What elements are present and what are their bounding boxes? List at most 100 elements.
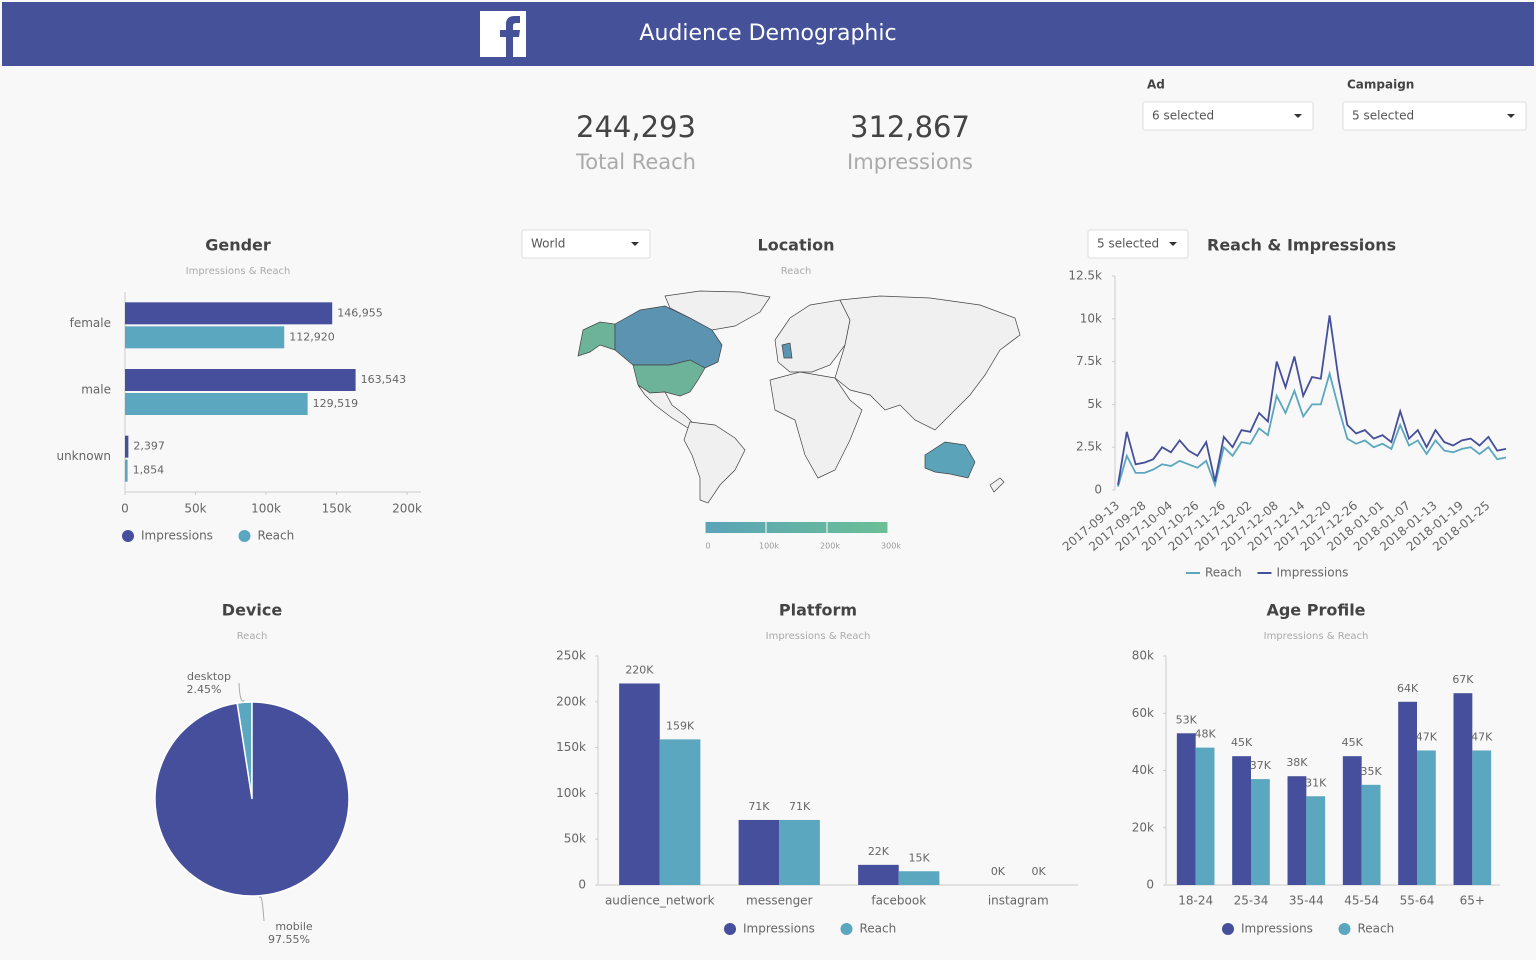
chart-title: Location [758, 236, 835, 255]
y-tick-label: 12.5k [1068, 269, 1102, 283]
color-scale [705, 522, 888, 533]
bar-value-label: 47K [1416, 730, 1438, 743]
y-tick-label: 50k [564, 832, 586, 846]
dropdown[interactable] [1142, 101, 1314, 131]
chart-subtitle: Reach [237, 631, 268, 642]
bar-value-label: 71K [748, 800, 770, 813]
bar [1176, 733, 1196, 885]
bar-value-label: 64K [1397, 682, 1419, 695]
africa[interactable] [769, 371, 863, 479]
legend-label: Impressions [743, 922, 815, 936]
bar [125, 393, 308, 415]
pie-slice [154, 701, 350, 897]
bar [1361, 784, 1381, 885]
legend-label: Reach [1205, 566, 1242, 580]
x-tick-label: 65+ [1460, 894, 1485, 908]
bar [1195, 747, 1215, 885]
bar [1342, 756, 1362, 885]
bar-value-label: 1,854 [133, 464, 165, 477]
x-tick-label: 50k [184, 502, 206, 516]
y-tick-label: 0 [578, 878, 586, 892]
dropdown-value: 6 selected [1152, 109, 1214, 123]
y-tick-label: 10k [1080, 311, 1102, 325]
dropdown[interactable] [521, 229, 651, 259]
y-tick-label: 40k [1132, 763, 1154, 777]
y-tick-label: 7.5k [1076, 354, 1102, 368]
bar-value-label: 67K [1452, 673, 1474, 686]
chart-title: Device [222, 601, 283, 620]
bar-value-label: 47K [1471, 730, 1493, 743]
chart-subtitle: Reach [781, 266, 812, 277]
y-tick-label: 60k [1132, 706, 1154, 720]
line-series [1117, 370, 1507, 489]
new-zealand[interactable] [989, 477, 1005, 493]
bar-value-label: 15K [908, 851, 930, 864]
x-tick-label: messenger [746, 894, 813, 908]
bar-value-label: 146,955 [337, 306, 383, 319]
color-scale-label: 200k [820, 542, 840, 551]
x-tick-label: 200k [392, 502, 422, 516]
chart-subtitle: Impressions & Reach [1264, 631, 1369, 642]
dropdown-caret [1294, 114, 1302, 118]
legend-swatch [238, 530, 251, 542]
dropdown-caret [1169, 242, 1177, 246]
y-tick-label: male [81, 383, 111, 397]
bar [779, 819, 820, 885]
bar [1417, 750, 1436, 885]
legend-swatch [840, 923, 853, 935]
y-tick-label: 150k [556, 740, 586, 754]
dropdown[interactable] [1342, 101, 1527, 131]
dropdown-value: 5 selected [1352, 109, 1414, 123]
header-title: Audience Demographic [639, 21, 896, 46]
x-tick-label: 18-24 [1178, 894, 1213, 908]
x-tick-label: instagram [988, 894, 1049, 908]
bar [125, 459, 128, 482]
dropdown-caret [1507, 114, 1515, 118]
alaska[interactable] [577, 321, 616, 357]
legend-label: Impressions [1241, 922, 1313, 936]
legend-swatch [1338, 923, 1351, 935]
australia[interactable] [924, 441, 976, 479]
bar [898, 871, 940, 885]
y-tick-label: 2.5k [1076, 440, 1102, 454]
chart-title: Reach & Impressions [1207, 236, 1396, 255]
x-tick-label: 45-54 [1344, 894, 1379, 908]
bar-value-label: 37K [1250, 759, 1272, 772]
bar [125, 369, 356, 391]
pie-label: desktop [187, 670, 231, 683]
filter-label: Campaign [1347, 78, 1414, 92]
bar-value-label: 71K [789, 800, 811, 813]
dropdown[interactable] [1087, 229, 1189, 259]
bar [1232, 756, 1251, 885]
y-tick-label: 100k [556, 786, 586, 800]
y-tick-label: 20k [1132, 820, 1154, 834]
world-map [577, 290, 1021, 504]
bar-value-label: 53K [1176, 713, 1198, 726]
bar-value-label: 45K [1342, 736, 1364, 749]
legend-label: Reach [860, 922, 897, 936]
asia[interactable] [834, 295, 1021, 431]
y-tick-label: 0 [1094, 483, 1102, 497]
kpi-label: Total Reach [575, 150, 696, 174]
bar-value-label: 2,397 [133, 440, 165, 453]
x-tick-label: 100k [251, 502, 281, 516]
uk[interactable] [781, 342, 793, 359]
chart-subtitle: Impressions & Reach [766, 631, 871, 642]
bar-value-label: 48K [1194, 728, 1216, 741]
bar [619, 683, 660, 885]
x-tick-label: 150k [322, 502, 352, 516]
south-america[interactable] [683, 421, 746, 504]
facebook-logo-f [500, 16, 520, 57]
x-tick-label: facebook [871, 894, 926, 908]
pie-value-label: 97.55% [268, 933, 310, 946]
x-tick-label: 35-44 [1289, 894, 1324, 908]
legend-label: Reach [258, 529, 295, 543]
x-tick-label: 55-64 [1400, 894, 1435, 908]
kpi-value: 244,293 [576, 110, 696, 144]
x-tick-label: 25-34 [1234, 894, 1269, 908]
bar [125, 326, 285, 349]
header-bar [2, 2, 1534, 66]
bar [1287, 776, 1307, 885]
pie-label: mobile [275, 920, 313, 933]
bar [858, 864, 899, 885]
